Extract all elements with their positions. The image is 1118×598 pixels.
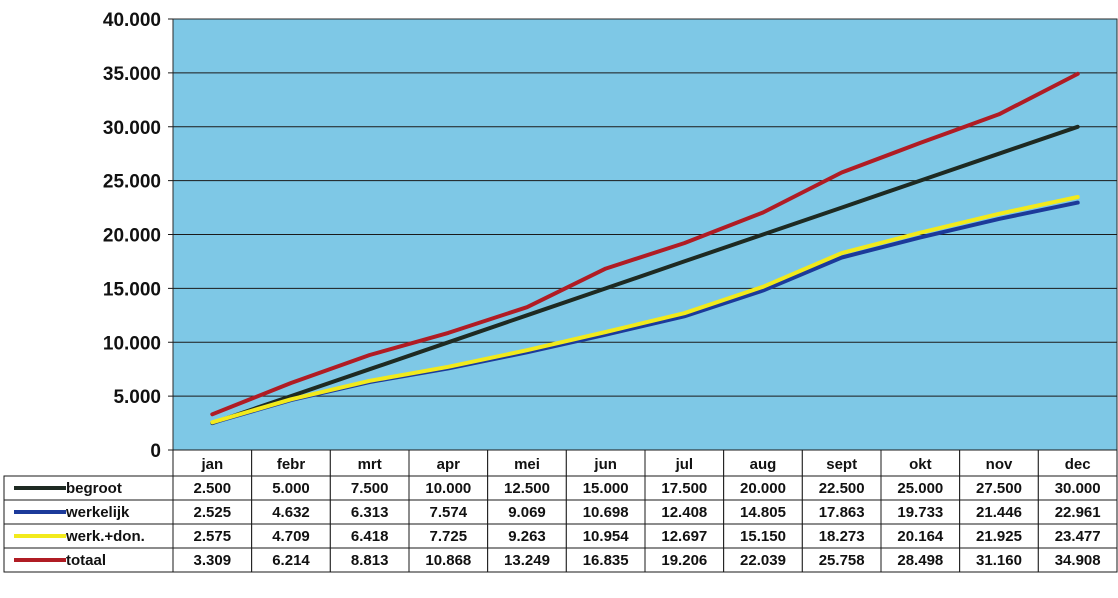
- data-label: 15.000: [583, 480, 629, 497]
- data-label: 22.039: [740, 552, 786, 569]
- category-label: apr: [437, 456, 461, 473]
- y-axis-tick-labels: 0 5.000 10.000 15.000 20.000 25.000 30.000 35.0…: [103, 10, 161, 462]
- data-label: 2.575: [194, 528, 232, 545]
- data-label: 6.214: [272, 552, 310, 569]
- data-label: 10.698: [583, 504, 629, 521]
- data-label: 14.805: [740, 504, 786, 521]
- data-label: 22.961: [1055, 504, 1101, 521]
- series-name: werk.+don.: [65, 528, 145, 545]
- data-label: 15.150: [740, 528, 786, 545]
- category-label: aug: [750, 456, 777, 473]
- data-label: 2.525: [194, 504, 232, 521]
- series-name: totaal: [66, 552, 106, 569]
- series-name: werkelijk: [65, 504, 130, 521]
- category-label: jul: [675, 456, 694, 473]
- data-label: 12.500: [504, 480, 550, 497]
- data-label: 20.164: [897, 528, 944, 545]
- data-label: 28.498: [897, 552, 943, 569]
- y-tick-label: 35.000: [103, 64, 161, 85]
- data-label: 31.160: [976, 552, 1022, 569]
- data-label: 12.697: [661, 528, 707, 545]
- series-name: begroot: [66, 480, 122, 497]
- y-tick-label: 40.000: [103, 10, 161, 31]
- y-tick-label: 20.000: [103, 226, 161, 247]
- category-label: okt: [909, 456, 932, 473]
- category-label: mrt: [358, 456, 382, 473]
- category-label: nov: [986, 456, 1013, 473]
- data-label: 20.000: [740, 480, 786, 497]
- category-label: jun: [593, 456, 617, 473]
- y-tick-label: 0: [150, 441, 161, 462]
- data-label: 6.418: [351, 528, 389, 545]
- data-label: 9.263: [508, 528, 546, 545]
- data-label: 5.000: [272, 480, 310, 497]
- category-label: sept: [826, 456, 857, 473]
- y-tick-label: 5.000: [113, 387, 161, 408]
- data-label: 10.954: [583, 528, 630, 545]
- data-label: 6.313: [351, 504, 389, 521]
- data-label: 19.206: [661, 552, 707, 569]
- data-label: 9.069: [508, 504, 546, 521]
- data-label: 34.908: [1055, 552, 1101, 569]
- data-label: 7.574: [430, 504, 468, 521]
- data-label: 8.813: [351, 552, 389, 569]
- data-label: 12.408: [661, 504, 707, 521]
- data-label: 7.500: [351, 480, 389, 497]
- data-label: 16.835: [583, 552, 629, 569]
- data-label: 22.500: [819, 480, 865, 497]
- data-label: 30.000: [1055, 480, 1101, 497]
- data-label: 17.863: [819, 504, 865, 521]
- y-tick-label: 25.000: [103, 172, 161, 193]
- data-label: 21.446: [976, 504, 1022, 521]
- data-table: jan febr mrt apr mei jun jul aug sept okt nov dec be…: [4, 450, 1117, 572]
- y-tick-label: 30.000: [103, 118, 161, 139]
- data-label: 10.868: [425, 552, 471, 569]
- data-label: 10.000: [425, 480, 471, 497]
- data-label: 25.000: [897, 480, 943, 497]
- data-label: 25.758: [819, 552, 865, 569]
- data-label: 21.925: [976, 528, 1022, 545]
- category-label: febr: [277, 456, 306, 473]
- data-label: 7.725: [430, 528, 468, 545]
- data-label: 27.500: [976, 480, 1022, 497]
- data-label: 18.273: [819, 528, 865, 545]
- data-label: 4.632: [272, 504, 310, 521]
- data-label: 13.249: [504, 552, 550, 569]
- category-label: dec: [1065, 456, 1091, 473]
- y-tick-label: 10.000: [103, 333, 161, 354]
- category-label: jan: [200, 456, 223, 473]
- data-label: 19.733: [897, 504, 943, 521]
- data-label: 2.500: [194, 480, 232, 497]
- data-label: 23.477: [1055, 528, 1101, 545]
- y-tick-label: 15.000: [103, 279, 161, 300]
- data-label: 4.709: [272, 528, 310, 545]
- category-label: mei: [514, 456, 540, 473]
- data-label: 17.500: [661, 480, 707, 497]
- data-label: 3.309: [194, 552, 232, 569]
